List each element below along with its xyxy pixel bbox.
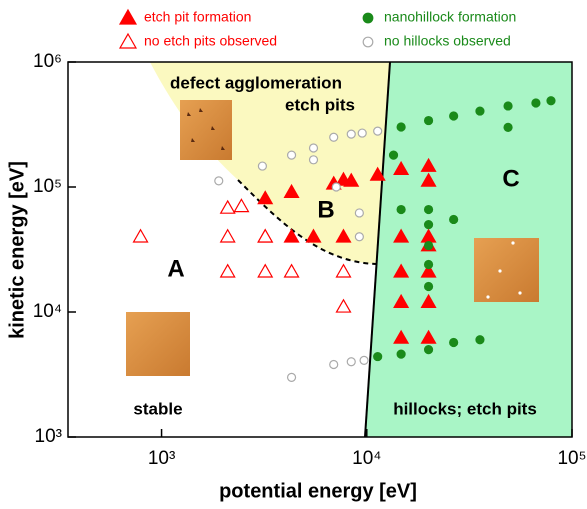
inset-a — [126, 312, 190, 376]
marker — [288, 151, 296, 159]
marker — [425, 206, 433, 214]
marker — [425, 221, 433, 229]
marker — [504, 102, 512, 110]
marker — [425, 260, 433, 268]
marker — [347, 130, 355, 138]
region-label: C — [502, 165, 519, 192]
marker — [347, 358, 355, 366]
marker — [360, 356, 368, 364]
marker — [374, 127, 382, 135]
marker — [450, 215, 458, 223]
marker — [476, 107, 484, 115]
y-tick-label: 10⁴ — [33, 301, 62, 322]
marker — [390, 151, 398, 159]
y-tick-label: 10⁵ — [33, 176, 62, 197]
legend-marker — [120, 10, 136, 24]
y-tick-label: 10⁶ — [33, 51, 62, 72]
marker — [425, 117, 433, 125]
annotation: defect agglomeration — [170, 73, 342, 92]
marker — [425, 242, 433, 250]
region-c — [365, 62, 572, 437]
marker — [450, 112, 458, 120]
legend-label: etch pit formation — [144, 9, 251, 25]
marker — [504, 123, 512, 131]
region-label: B — [317, 196, 334, 223]
x-tick-label: 10³ — [148, 448, 175, 469]
marker — [476, 336, 484, 344]
annotation: stable — [133, 399, 182, 418]
legend-label: nanohillock formation — [384, 9, 516, 25]
marker — [332, 183, 340, 191]
legend-marker — [120, 34, 136, 48]
marker — [310, 156, 318, 164]
x-tick-label: 10⁵ — [557, 448, 586, 469]
marker — [355, 233, 363, 241]
y-axis-label: kinetic energy [eV] — [6, 161, 28, 339]
x-tick-label: 10⁴ — [352, 448, 381, 469]
marker — [397, 206, 405, 214]
marker — [374, 353, 382, 361]
marker — [330, 133, 338, 141]
marker — [450, 339, 458, 347]
legend-marker — [363, 13, 373, 23]
inset-c — [474, 238, 539, 302]
x-axis-label: potential energy [eV] — [219, 480, 417, 502]
y-tick-label: 10³ — [35, 426, 62, 447]
marker — [355, 209, 363, 217]
marker — [330, 361, 338, 369]
chart: defect agglomeration etch pits A B C sta… — [0, 0, 587, 504]
marker — [425, 282, 433, 290]
marker — [358, 129, 366, 137]
legend-label: no hillocks observed — [384, 33, 511, 49]
marker — [397, 350, 405, 358]
annotation: hillocks; etch pits — [393, 399, 537, 418]
marker — [397, 123, 405, 131]
legend-label: no etch pits observed — [144, 33, 277, 49]
region-label: A — [167, 255, 184, 282]
legend-marker — [363, 37, 373, 47]
marker — [258, 162, 266, 170]
marker — [547, 97, 555, 105]
marker — [310, 144, 318, 152]
marker — [288, 373, 296, 381]
annotation: etch pits — [285, 95, 355, 114]
marker — [425, 346, 433, 354]
marker — [532, 99, 540, 107]
marker — [215, 177, 223, 185]
inset-b — [180, 100, 232, 160]
